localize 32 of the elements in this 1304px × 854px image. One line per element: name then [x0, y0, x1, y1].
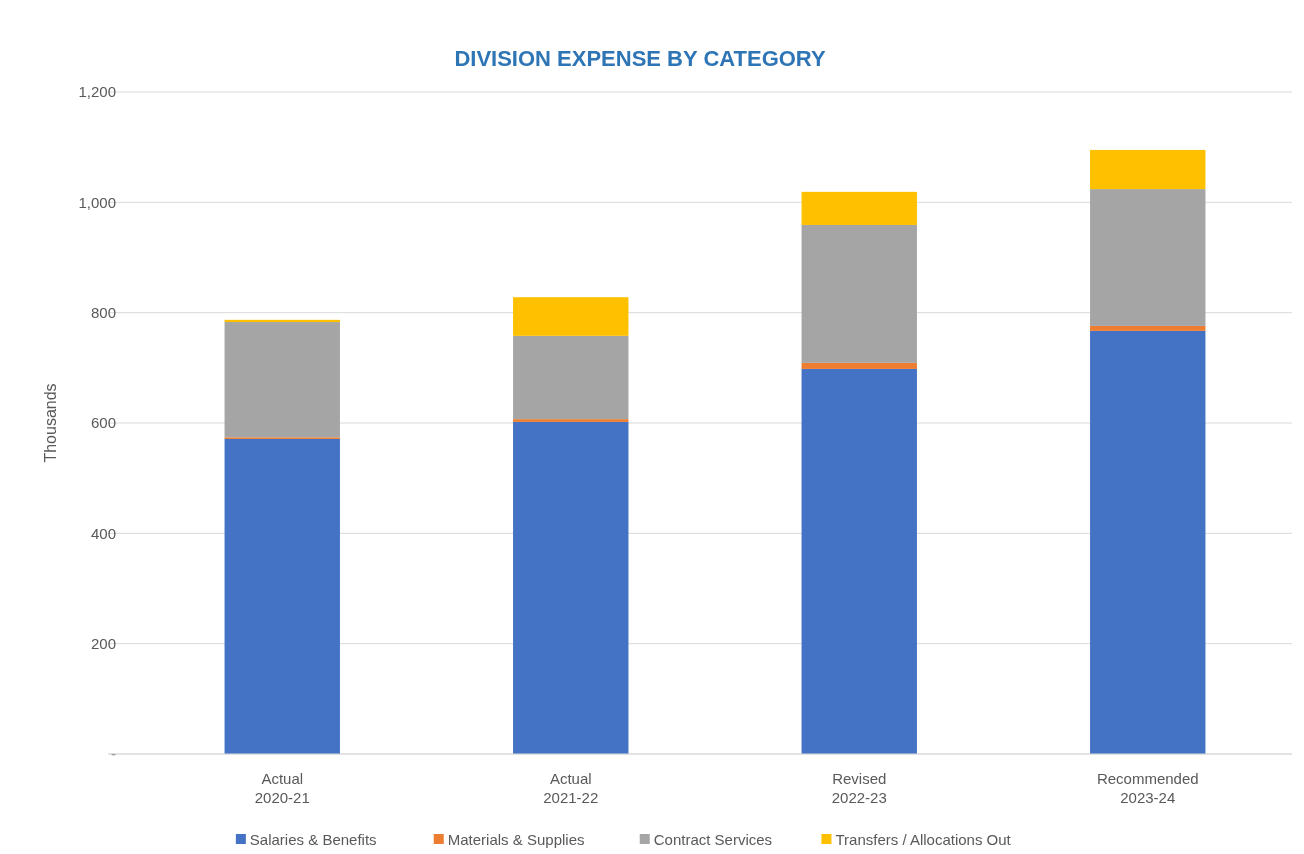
legend-label: Materials & Supplies — [447, 831, 585, 849]
y-axis-title: Thousands — [42, 383, 59, 463]
bar — [801, 224, 917, 363]
y-tick-label: 600 — [90, 414, 116, 432]
bar — [1090, 330, 1206, 754]
y-tick-label: 200 — [90, 634, 116, 652]
bar — [801, 191, 917, 225]
bar — [801, 368, 917, 754]
bar — [513, 419, 629, 422]
legend-label: Salaries & Benefits — [249, 831, 377, 849]
legend-label: Transfers / Allocations Out — [835, 831, 1012, 849]
y-tick-label: - — [111, 745, 116, 763]
bar — [801, 362, 917, 369]
bar — [1090, 149, 1206, 190]
x-tick-label: Actual 2021-22 — [543, 770, 599, 806]
y-tick-label: 800 — [90, 303, 116, 321]
x-tick-label: Recommended 2023-24 — [1096, 770, 1199, 806]
y-tick-label: 400 — [90, 524, 116, 542]
bar — [224, 322, 340, 438]
bar — [513, 297, 629, 336]
x-tick-label: Revised 2022-23 — [831, 770, 887, 806]
bar — [224, 439, 340, 754]
bar — [513, 421, 629, 754]
y-tick-label: 1,200 — [78, 83, 116, 101]
x-tick-label: Actual 2020-21 — [254, 770, 310, 806]
bar — [1090, 189, 1206, 326]
legend-label: Contract Services — [653, 831, 773, 849]
bar — [1090, 325, 1206, 331]
chart-title: DIVISION EXPENSE BY CATEGORY — [454, 46, 826, 71]
y-tick-label: 1,000 — [78, 193, 116, 211]
bar — [224, 319, 340, 323]
bar — [513, 335, 629, 420]
